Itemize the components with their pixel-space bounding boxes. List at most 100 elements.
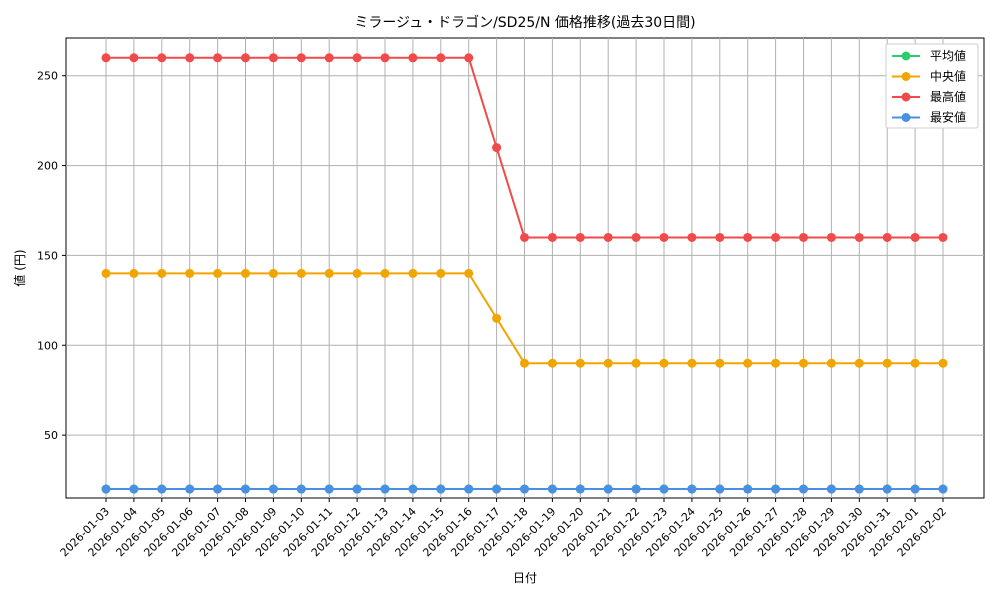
data-point xyxy=(436,484,446,494)
data-point xyxy=(241,53,250,63)
data-point xyxy=(520,358,529,368)
y-tick-label: 200 xyxy=(37,160,58,173)
data-point xyxy=(352,268,362,278)
series-1 xyxy=(101,268,948,368)
data-point xyxy=(157,53,167,63)
data-point xyxy=(101,484,111,494)
y-tick-label: 100 xyxy=(37,339,58,352)
data-point xyxy=(603,484,613,494)
data-point xyxy=(185,484,195,494)
series-group xyxy=(101,53,948,494)
data-point xyxy=(492,313,502,323)
data-point xyxy=(492,143,502,153)
data-point xyxy=(408,484,418,494)
data-point xyxy=(687,484,697,494)
data-point xyxy=(380,53,390,63)
data-point xyxy=(157,484,167,494)
data-point xyxy=(575,232,585,242)
data-point xyxy=(631,232,641,242)
data-point xyxy=(408,53,418,63)
data-point xyxy=(854,232,864,242)
data-point xyxy=(603,358,613,368)
data-point xyxy=(129,268,139,278)
series-3 xyxy=(101,484,948,494)
data-point xyxy=(938,484,948,494)
data-point xyxy=(826,484,836,494)
data-point xyxy=(241,268,250,278)
data-point xyxy=(213,484,223,494)
data-point xyxy=(826,358,836,368)
grid-lines xyxy=(66,38,984,498)
data-point xyxy=(882,358,892,368)
data-point xyxy=(185,53,195,63)
data-point xyxy=(352,484,362,494)
series-2 xyxy=(101,53,948,242)
y-axis-ticks: 50 100 150 200 250 xyxy=(37,70,66,442)
data-point xyxy=(659,232,669,242)
data-point xyxy=(715,358,725,368)
data-point xyxy=(771,358,781,368)
data-point xyxy=(603,232,613,242)
data-point xyxy=(882,484,892,494)
data-point xyxy=(324,268,334,278)
data-point xyxy=(492,484,502,494)
data-point xyxy=(268,53,278,63)
x-axis-label: 日付 xyxy=(513,571,537,585)
data-point xyxy=(715,484,725,494)
data-point xyxy=(352,53,362,63)
data-point xyxy=(631,484,641,494)
data-point xyxy=(324,53,334,63)
data-point xyxy=(408,268,418,278)
legend-marker xyxy=(901,72,911,81)
data-point xyxy=(380,268,390,278)
data-point xyxy=(157,268,167,278)
data-point xyxy=(436,53,446,63)
y-tick-label: 50 xyxy=(44,429,58,442)
data-point xyxy=(799,232,808,242)
data-point xyxy=(296,53,306,63)
data-point xyxy=(101,268,111,278)
data-point xyxy=(799,484,808,494)
data-point xyxy=(296,484,306,494)
data-point xyxy=(575,358,585,368)
data-point xyxy=(185,268,195,278)
data-point xyxy=(854,484,864,494)
y-tick-label: 250 xyxy=(37,70,58,83)
data-point xyxy=(910,484,920,494)
data-point xyxy=(241,484,250,494)
legend-marker xyxy=(901,51,911,61)
data-point xyxy=(882,232,892,242)
data-point xyxy=(938,358,948,368)
data-point xyxy=(854,358,864,368)
y-axis-label: 値 (円) xyxy=(12,249,27,286)
data-point xyxy=(687,232,697,242)
data-point xyxy=(380,484,390,494)
data-point xyxy=(547,358,557,368)
data-point xyxy=(129,484,139,494)
data-point xyxy=(799,358,808,368)
chart-title: ミラージュ・ドラゴン/SD25/N 価格推移(過去30日間) xyxy=(354,14,695,31)
data-point xyxy=(910,358,920,368)
data-point xyxy=(464,484,474,494)
data-point xyxy=(687,358,697,368)
data-point xyxy=(213,53,223,63)
y-tick-label: 150 xyxy=(37,249,58,262)
data-point xyxy=(436,268,446,278)
data-point xyxy=(743,358,753,368)
data-point xyxy=(268,484,278,494)
data-point xyxy=(659,484,669,494)
data-point xyxy=(743,232,753,242)
x-axis-ticks: 2026-01-032026-01-042026-01-052026-01-06… xyxy=(58,498,949,559)
data-point xyxy=(520,232,529,242)
data-point xyxy=(520,484,529,494)
data-point xyxy=(547,484,557,494)
legend-marker xyxy=(901,92,911,102)
data-point xyxy=(743,484,753,494)
data-point xyxy=(771,232,781,242)
data-point xyxy=(659,358,669,368)
data-point xyxy=(296,268,306,278)
data-point xyxy=(631,358,641,368)
legend-box xyxy=(885,43,979,129)
